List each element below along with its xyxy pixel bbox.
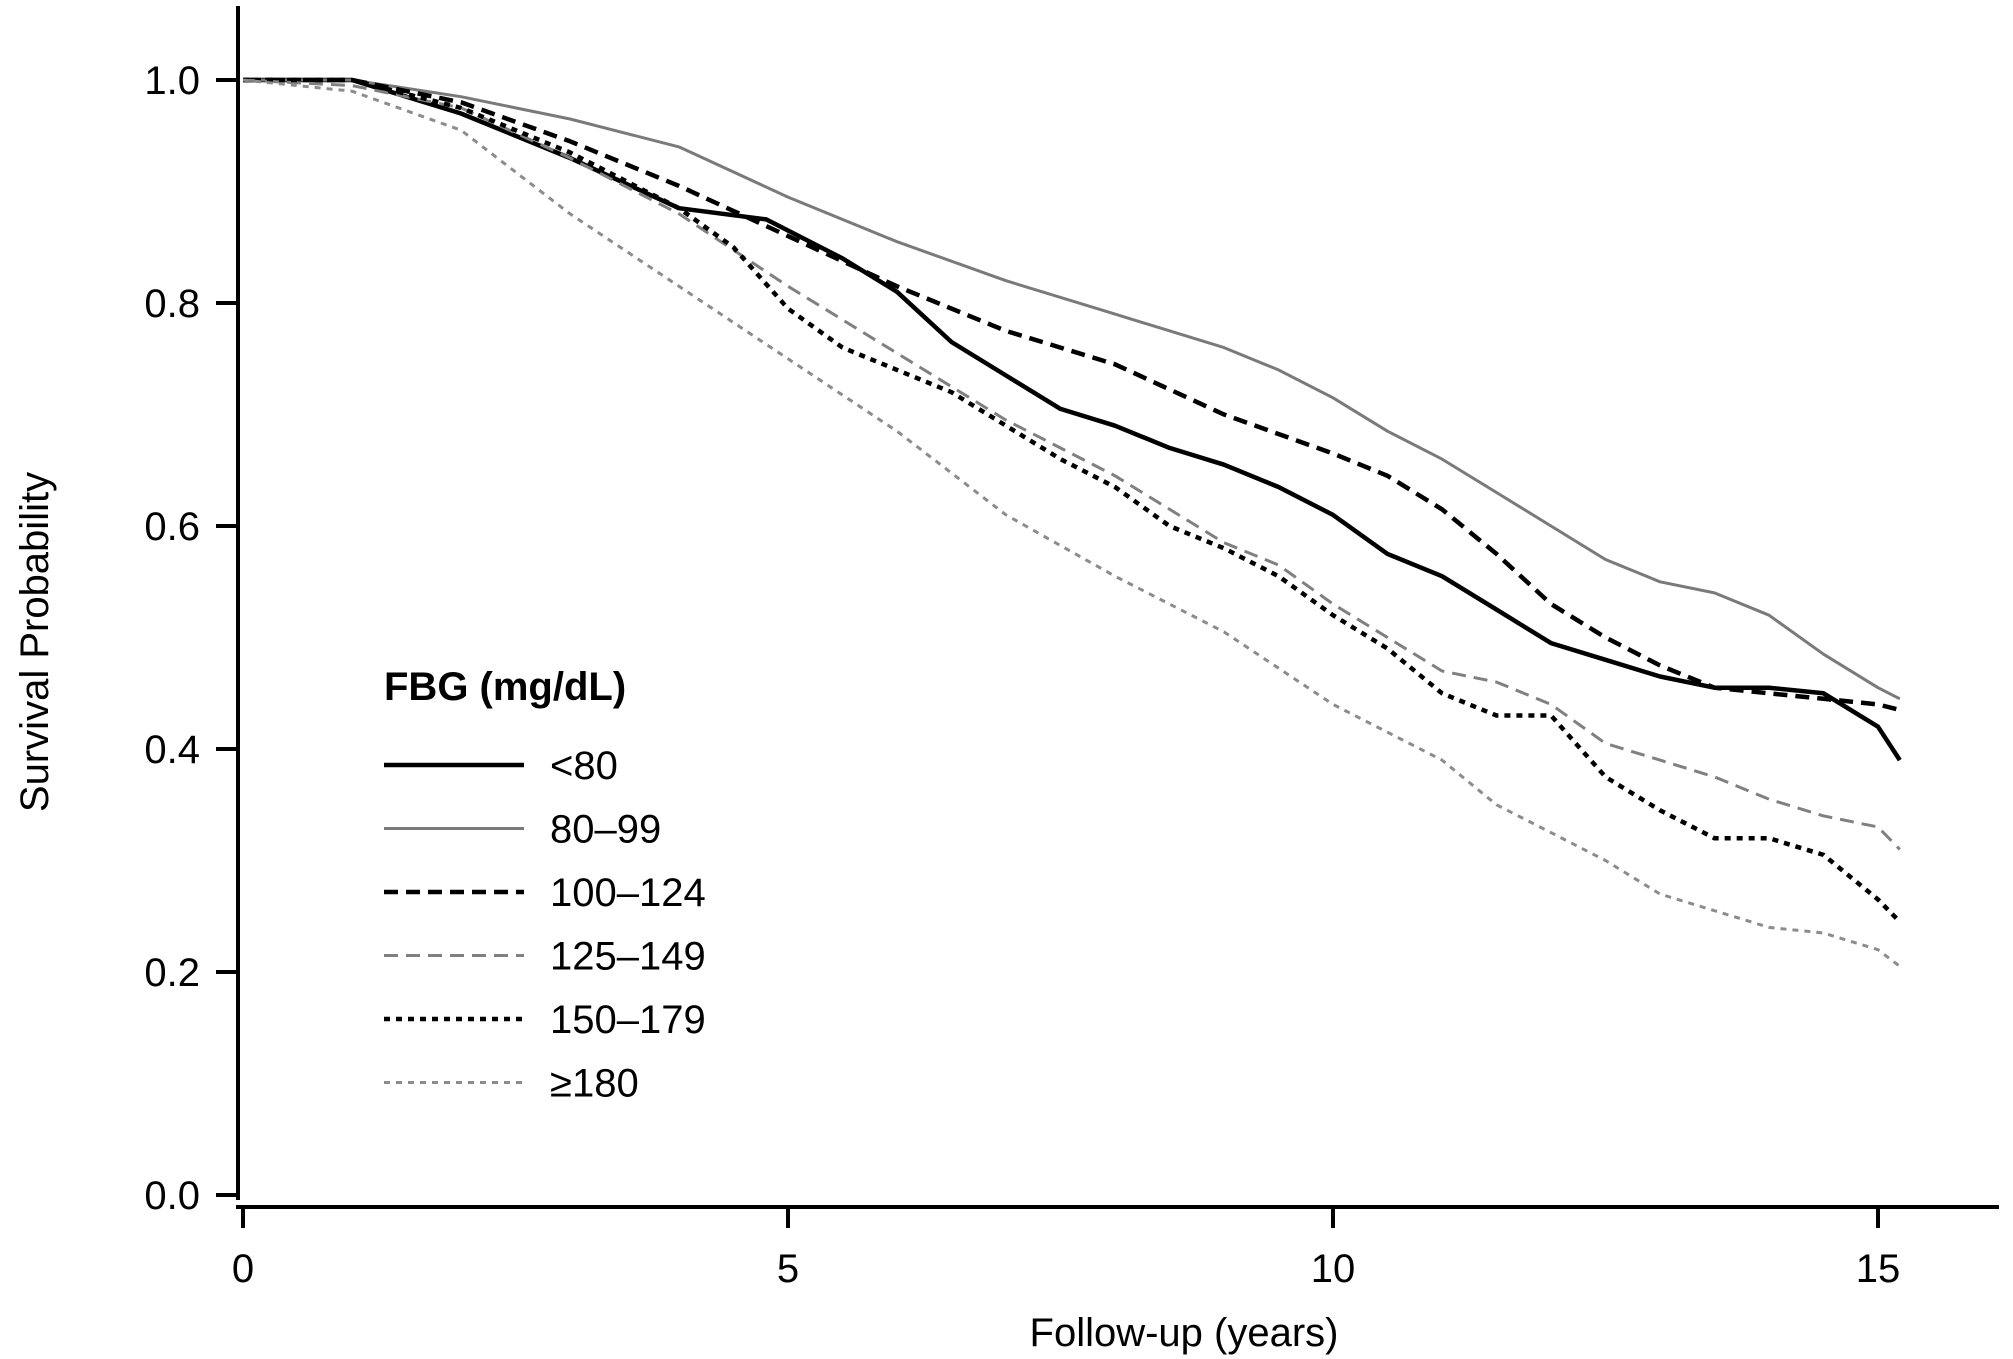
series-line-3 bbox=[243, 77, 1901, 713]
x-axis-label: Follow-up (years) bbox=[1030, 1311, 1339, 1355]
legend: FBG (mg/dL) <80 80–99 100–124 125–149 150–17… bbox=[384, 665, 706, 1106]
series-line-1 bbox=[243, 77, 1902, 762]
legend-label: 125–149 bbox=[550, 935, 706, 979]
series-layer bbox=[242, 77, 1902, 968]
series-line-5 bbox=[243, 77, 1902, 924]
x-tick-label: 15 bbox=[1856, 1247, 1901, 1291]
x-tick-label: 5 bbox=[777, 1247, 799, 1291]
y-tick-label: 1.0 bbox=[144, 59, 200, 103]
y-axis-label: Survival Probability bbox=[13, 472, 57, 812]
series-line-2 bbox=[243, 78, 1901, 701]
legend-title: FBG (mg/dL) bbox=[384, 665, 626, 709]
legend-label: 80–99 bbox=[550, 808, 661, 852]
legend-label: <80 bbox=[550, 744, 618, 788]
legend-label: 100–124 bbox=[550, 871, 706, 915]
y-tick-label: 0.0 bbox=[144, 1174, 200, 1218]
x-tick-label: 0 bbox=[232, 1247, 254, 1291]
y-tick-label: 0.6 bbox=[144, 505, 200, 549]
legend-label: 150–179 bbox=[550, 998, 706, 1042]
y-tick-label: 0.8 bbox=[144, 282, 200, 326]
y-tick-label: 0.4 bbox=[144, 728, 200, 772]
y-tick-label: 0.2 bbox=[144, 951, 200, 995]
series-line-4 bbox=[242, 78, 1901, 851]
legend-label: ≥180 bbox=[550, 1062, 639, 1106]
x-tick-label: 10 bbox=[1311, 1247, 1356, 1291]
axes: 0.0 0.2 0.4 0.6 0.8 1.0 0 5 10 15 bbox=[144, 6, 1999, 1291]
series-line-6 bbox=[242, 78, 1901, 968]
